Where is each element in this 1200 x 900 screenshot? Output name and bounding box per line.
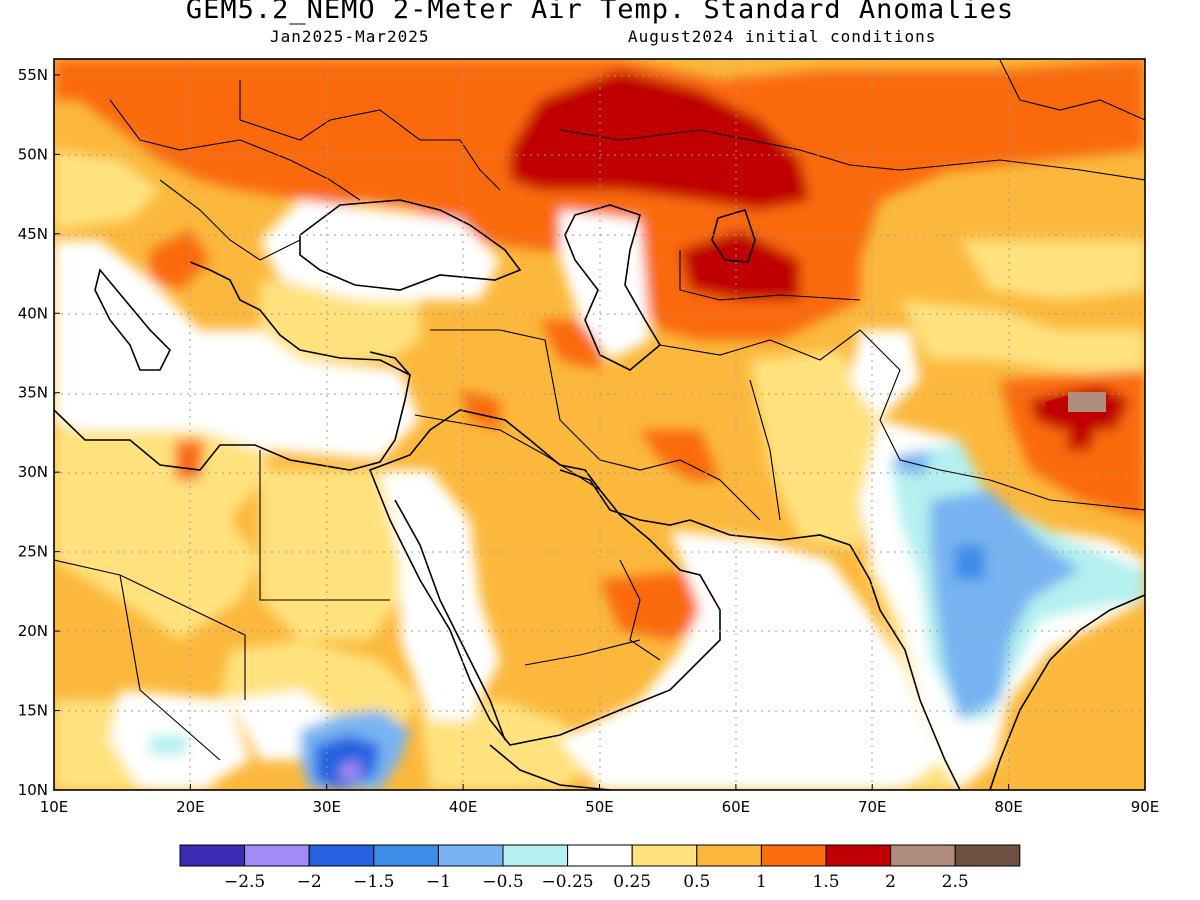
lon-label: 90E (1131, 798, 1160, 816)
lat-label: 30N (18, 463, 48, 481)
color-legend: −2.5 −2 −1.5 −1 −0.5 −0.25 0.25 0.5 1 1.5 2 2.5 (179, 844, 1021, 892)
legend-swatch (179, 844, 246, 867)
lon-label: 30E (312, 798, 341, 816)
legend-swatch (373, 844, 439, 867)
init-label: August2024 initial conditions (628, 27, 937, 46)
lon-label: 50E (585, 798, 614, 816)
lat-label: 45N (18, 225, 48, 243)
legend-swatch (696, 844, 762, 867)
legend-label: 0.5 (683, 872, 710, 892)
legend-swatch (890, 844, 956, 867)
lat-labels: 55N 50N 45N 40N 35N 30N 25N 20N 15N 10N (18, 66, 60, 799)
legend-swatch (760, 844, 827, 867)
lat-label: 35N (18, 384, 48, 402)
coastlines (54, 199, 1145, 790)
legend-label: −1 (426, 872, 451, 892)
legend-label: −2.5 (224, 872, 265, 892)
lon-label: 70E (858, 798, 887, 816)
lon-label: 40E (449, 798, 478, 816)
legend-swatch (437, 844, 504, 867)
lat-label: 55N (18, 66, 48, 84)
legend-swatch (244, 844, 310, 867)
period-label: Jan2025-Mar2025 (270, 27, 430, 46)
legend-swatch (825, 844, 892, 867)
lat-label: 40N (18, 304, 48, 322)
legend-label: 1 (756, 872, 767, 892)
lon-label: 10E (40, 798, 69, 816)
legend-swatch (567, 844, 633, 867)
legend-label: −0.25 (542, 872, 594, 892)
lon-label: 80E (994, 798, 1023, 816)
lat-label: 20N (18, 622, 48, 640)
legend-label: 2.5 (942, 872, 969, 892)
country-borders (54, 59, 1145, 761)
legend-label: 0.25 (613, 872, 651, 892)
legend-swatch (631, 844, 698, 867)
legend-label: −0.5 (482, 872, 523, 892)
lat-label: 50N (18, 145, 48, 163)
legend-label: 2 (885, 872, 896, 892)
legend-swatch (308, 844, 375, 867)
lat-label: 15N (18, 702, 48, 720)
grid (54, 59, 1145, 790)
legend-label: −1.5 (353, 872, 394, 892)
chart-title: GEM5.2_NEMO 2-Meter Air Temp. Standard A… (185, 0, 1015, 25)
legend-swatch (502, 844, 569, 867)
lon-labels: 10E 20E 30E 40E 50E 60E 70E 80E 90E (40, 784, 1160, 816)
legend-swatch (954, 844, 1021, 867)
lat-label: 10N (18, 781, 48, 799)
legend-label: 1.5 (812, 872, 839, 892)
lon-label: 20E (176, 798, 205, 816)
lat-label: 25N (18, 543, 48, 561)
lon-label: 60E (722, 798, 751, 816)
legend-label: −2 (297, 872, 322, 892)
